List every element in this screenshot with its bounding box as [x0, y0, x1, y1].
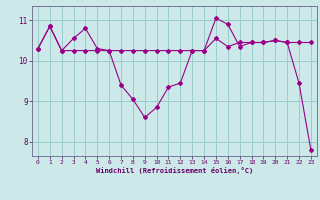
- X-axis label: Windchill (Refroidissement éolien,°C): Windchill (Refroidissement éolien,°C): [96, 167, 253, 174]
